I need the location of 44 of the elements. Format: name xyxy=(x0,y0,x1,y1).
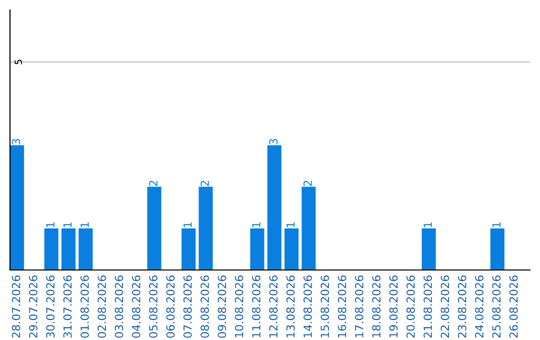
data-label: 1 xyxy=(63,222,72,228)
x-tick-label: 22.08.2026 xyxy=(440,276,450,338)
x-tick-label: 04.08.2026 xyxy=(132,276,140,338)
x-tick-label: 02.08.2026 xyxy=(98,276,106,338)
x-tick-label: 31.07.2026 xyxy=(63,276,72,338)
x-tick-label: 24.08.2026 xyxy=(475,276,484,338)
y-tick-label: 5 xyxy=(14,60,22,64)
data-label: 2 xyxy=(200,180,209,186)
x-tick-label: 25.08.2026 xyxy=(492,276,501,338)
data-label: 1 xyxy=(286,222,295,228)
x-tick-label: 11.08.2026 xyxy=(252,276,260,338)
x-tick-label: 14.08.2026 xyxy=(304,276,312,338)
x-tick-label: 20.08.2026 xyxy=(406,276,415,338)
x-tick-label: 10.08.2026 xyxy=(234,276,244,338)
x-tick-label: 18.08.2026 xyxy=(372,276,381,338)
x-tick-label: 03.08.2026 xyxy=(114,276,124,338)
x-tick-label: 08.08.2026 xyxy=(200,276,209,338)
x-tick-label: 30.07.2026 xyxy=(46,276,55,338)
x-tick-label: 07.08.2026 xyxy=(183,276,192,338)
data-label: 1 xyxy=(46,222,54,228)
x-tick-label: 09.08.2026 xyxy=(218,276,226,338)
x-tick-label: 12.08.2026 xyxy=(269,276,278,338)
data-label: 2 xyxy=(304,180,312,186)
x-tick-label: 17.08.2026 xyxy=(354,276,364,338)
x-tick-label: 28.07.2026 xyxy=(12,276,20,338)
x-tick-label: 23.08.2026 xyxy=(458,276,466,338)
x-tick-label: 26.08.2026 xyxy=(509,276,518,338)
data-label: 3 xyxy=(269,139,278,144)
x-tick-label: 16.08.2026 xyxy=(338,276,346,338)
data-label: 1 xyxy=(80,222,89,228)
data-label: 1 xyxy=(424,222,432,228)
x-tick-label: 19.08.2026 xyxy=(389,276,398,338)
data-label: 1 xyxy=(492,222,500,228)
data-label: 2 xyxy=(149,180,158,186)
x-tick-label: 29.07.2026 xyxy=(29,276,38,338)
x-tick-label: 05.08.2026 xyxy=(149,276,158,338)
data-label: 1 xyxy=(184,222,192,228)
data-label: 1 xyxy=(252,222,260,228)
data-label: 3 xyxy=(12,139,20,144)
x-tick-label: 06.08.2026 xyxy=(166,276,175,338)
x-tick-label: 13.08.2026 xyxy=(286,276,295,338)
x-tick-label: 01.08.2026 xyxy=(80,276,89,338)
x-tick-label: 21.08.2026 xyxy=(424,276,432,338)
x-tick-label: 15.08.2026 xyxy=(320,276,330,338)
